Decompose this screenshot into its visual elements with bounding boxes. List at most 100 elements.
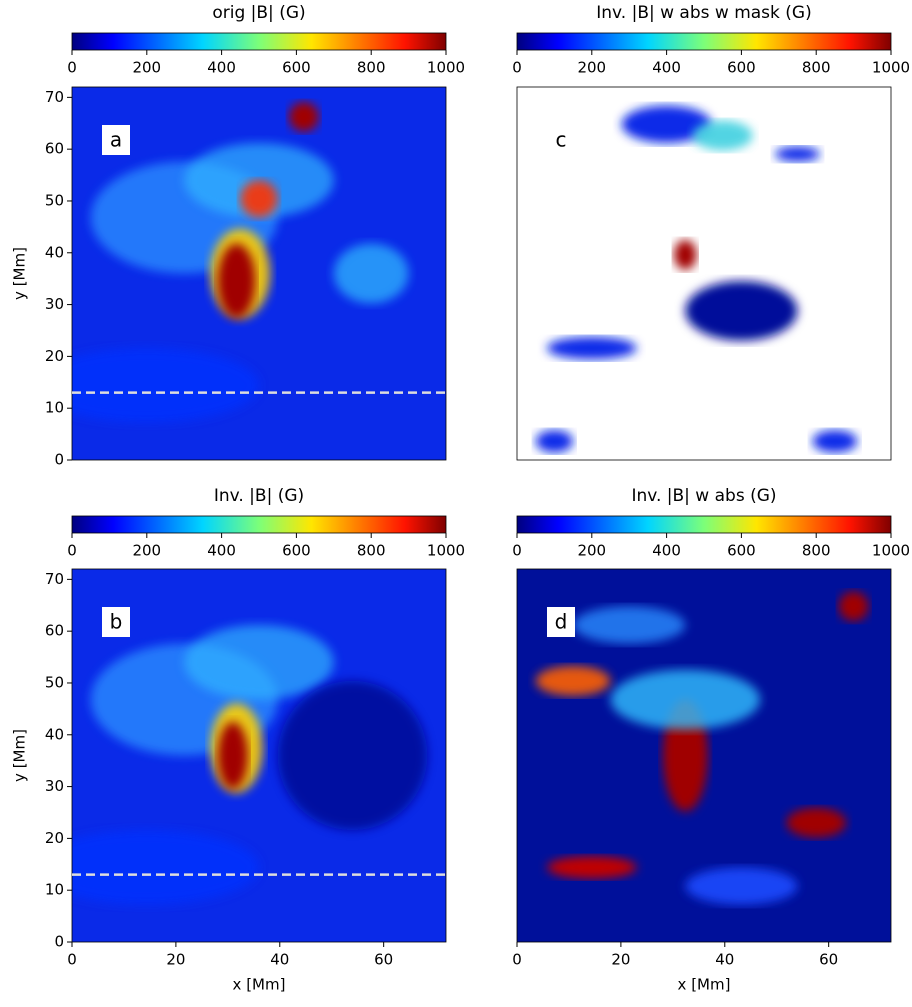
panel-title: Inv. |B| w abs (G) — [631, 486, 776, 506]
image-structure — [535, 430, 574, 453]
panel-label-box — [102, 125, 130, 155]
image-structure — [217, 243, 256, 319]
image-structure — [240, 180, 278, 218]
colorbar — [71, 515, 447, 534]
image-structure — [621, 105, 712, 143]
x-axis-label: x [Mm] — [678, 976, 731, 994]
panel-title: Inv. |B| (G) — [214, 486, 304, 506]
image-structure — [812, 430, 858, 453]
colorbar-tick-label: 600 — [727, 542, 756, 560]
colorbar-tick-label: 200 — [577, 59, 606, 77]
colorbar-tick-label: 1000 — [872, 59, 910, 77]
image-structure — [288, 101, 319, 132]
y-tick-label: 40 — [45, 243, 64, 261]
y-tick-label: 10 — [45, 881, 64, 899]
image-structure — [775, 146, 820, 162]
x-tick-label: 20 — [611, 951, 630, 969]
colorbar-tick-label: 1000 — [872, 542, 910, 560]
colorbar-tick-label: 200 — [132, 59, 161, 77]
colorbar-tick-label: 200 — [132, 542, 161, 560]
colorbar-tick-label: 0 — [512, 59, 522, 77]
image-structure — [546, 336, 637, 360]
image-structure — [277, 680, 428, 831]
colorbar-tick-label: 0 — [512, 542, 522, 560]
colorbar-tick-label: 800 — [802, 542, 831, 560]
colorbar-tick-label: 1000 — [427, 542, 465, 560]
image-structure — [333, 243, 409, 304]
y-tick-label: 0 — [54, 451, 64, 469]
panel-label: d — [555, 610, 568, 634]
colorbar-tick-label: 400 — [207, 59, 236, 77]
image-structure — [72, 830, 259, 905]
panel-title: Inv. |B| w abs w mask (G) — [596, 3, 811, 23]
y-tick-label: 30 — [45, 777, 64, 795]
y-tick-label: 50 — [45, 673, 64, 691]
x-axis-label: x [Mm] — [233, 976, 286, 994]
y-tick-label: 60 — [45, 622, 64, 640]
image-structure — [786, 807, 847, 838]
plot-frame — [71, 568, 447, 943]
image-structure — [217, 721, 248, 790]
panel-title: orig |B| (G) — [212, 3, 305, 23]
image-structure — [685, 280, 798, 341]
colorbar — [516, 515, 892, 534]
image-structure — [610, 669, 761, 730]
colorbar-tick-label: 400 — [207, 542, 236, 560]
colorbar-tick-label: 400 — [652, 542, 681, 560]
colorbar-tick-label: 400 — [652, 59, 681, 77]
colorbar-tick-label: 800 — [802, 59, 831, 77]
y-tick-label: 20 — [45, 347, 64, 365]
colorbar-tick-label: 600 — [282, 59, 311, 77]
panel-label: a — [110, 128, 122, 152]
y-tick-label: 20 — [45, 829, 64, 847]
x-tick-label: 40 — [270, 951, 289, 969]
colorbar-tick-label: 600 — [727, 59, 756, 77]
y-tick-label: 30 — [45, 295, 64, 313]
heatmap-image — [517, 87, 891, 460]
colorbar — [516, 32, 892, 51]
image-structure — [546, 856, 637, 879]
x-tick-label: 60 — [819, 951, 838, 969]
y-axis-label: y [Mm] — [11, 247, 29, 300]
plot-frame — [516, 86, 892, 461]
x-tick-label: 40 — [715, 951, 734, 969]
panel-label: c — [556, 128, 567, 152]
image-structure — [184, 624, 334, 700]
y-tick-label: 0 — [54, 933, 64, 951]
panel-label-box — [102, 607, 130, 637]
heatmap-image — [72, 87, 446, 460]
colorbar — [71, 32, 447, 51]
panel-label-box — [547, 125, 575, 155]
heatmap-image — [517, 569, 891, 942]
y-tick-label: 10 — [45, 399, 64, 417]
colorbar-tick-label: 0 — [67, 59, 77, 77]
colorbar-tick-label: 0 — [67, 542, 77, 560]
image-structure — [535, 665, 611, 696]
image-structure — [573, 606, 686, 644]
heatmap-image — [72, 569, 446, 942]
x-tick-label: 60 — [374, 951, 393, 969]
y-axis-label: y [Mm] — [11, 729, 29, 782]
image-structure — [72, 348, 259, 423]
y-tick-label: 50 — [45, 191, 64, 209]
image-structure — [674, 239, 697, 270]
x-tick-label: 20 — [166, 951, 185, 969]
y-tick-label: 60 — [45, 140, 64, 158]
image-structure — [685, 867, 798, 905]
image-structure — [692, 120, 753, 151]
plot-frame — [516, 568, 892, 943]
y-tick-label: 70 — [45, 88, 64, 106]
colorbar-tick-label: 200 — [577, 542, 606, 560]
x-tick-label: 0 — [512, 951, 522, 969]
colorbar-tick-label: 600 — [282, 542, 311, 560]
y-tick-label: 40 — [45, 725, 64, 743]
x-tick-label: 0 — [67, 951, 77, 969]
panel-label: b — [110, 610, 123, 634]
image-structure — [838, 591, 869, 622]
image-background — [517, 87, 891, 460]
colorbar-tick-label: 1000 — [427, 59, 465, 77]
panel-label-box — [547, 607, 575, 637]
y-tick-label: 70 — [45, 570, 64, 588]
plot-frame — [71, 86, 447, 461]
